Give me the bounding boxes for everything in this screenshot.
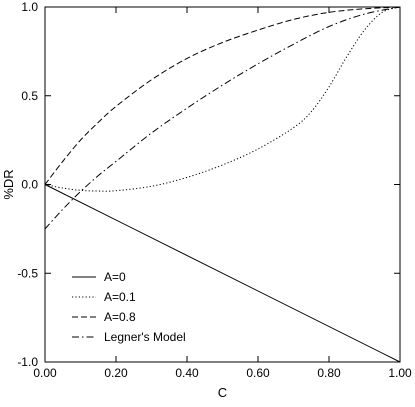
- y-axis-title: %DR: [1, 169, 16, 199]
- legend-label: A=0.8: [104, 310, 136, 324]
- y-tick-label: -1.0: [17, 355, 38, 369]
- x-tick-label: 0.60: [246, 366, 270, 380]
- series-line-3: [44, 6, 401, 185]
- series-line-4: [44, 6, 401, 230]
- legend-item: A=0: [72, 270, 126, 284]
- y-tick-label: 0.5: [21, 89, 38, 103]
- legend-label: Legner's Model: [104, 330, 186, 344]
- series-lines: [44, 6, 401, 363]
- tick-labels: 0.00 0.20 0.40 0.60 0.80 1.00 -1.0 -0.5 0.0 0.5 1.…: [17, 0, 412, 380]
- legend-item: A=0.1: [72, 290, 136, 304]
- legend-label: A=0.1: [104, 290, 136, 304]
- axis-ticks: [44, 6, 401, 363]
- y-tick-label: 1.0: [21, 0, 38, 14]
- x-tick-label: 0.20: [104, 366, 128, 380]
- y-tick-label: -0.5: [17, 266, 38, 280]
- legend-label: A=0: [104, 270, 126, 284]
- x-tick-label: 0.40: [175, 366, 199, 380]
- plot-frame: [44, 6, 401, 363]
- x-tick-label: 0.80: [317, 366, 341, 380]
- x-tick-label: 1.00: [388, 366, 412, 380]
- x-axis-title: C: [218, 385, 227, 400]
- series-line-2: [44, 6, 401, 192]
- legend-item: Legner's Model: [72, 330, 186, 344]
- legend-item: A=0.8: [72, 310, 136, 324]
- y-tick-label: 0.0: [21, 178, 38, 192]
- x-tick-label: 0.00: [33, 366, 57, 380]
- legend: A=0 A=0.1 A=0.8 Legner's Model: [72, 270, 186, 344]
- series-line-1: [44, 184, 401, 363]
